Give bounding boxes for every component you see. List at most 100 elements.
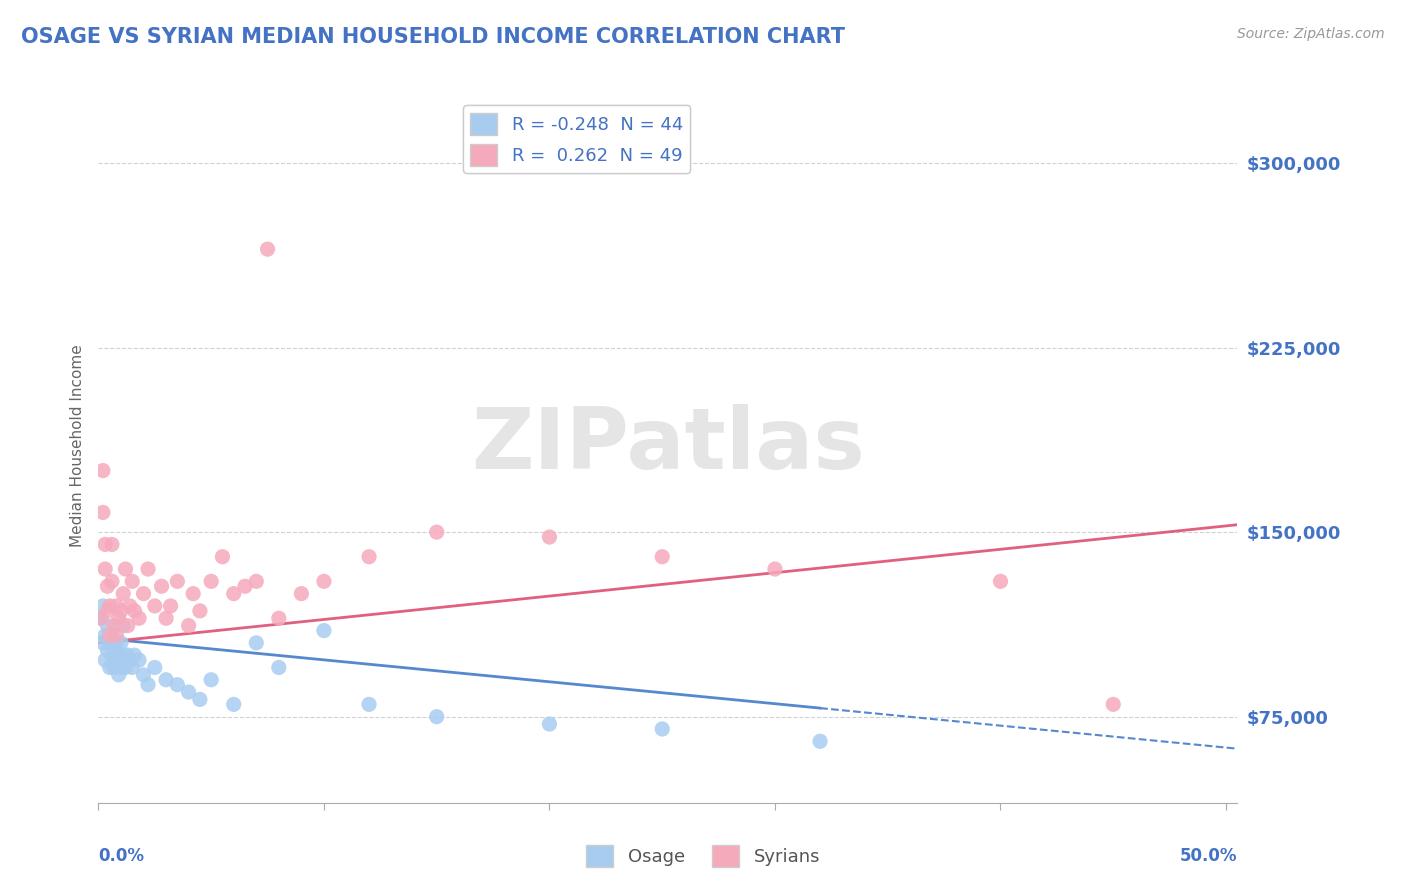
Point (101, 628, 124, 642)
Point (188, 604, 211, 618)
Text: ZIPatlas: ZIPatlas (471, 404, 865, 488)
Point (98, 636, 121, 650)
Point (112, 618, 135, 632)
Point (136, 562, 159, 576)
Point (132, 587, 155, 601)
Point (101, 537, 124, 551)
Text: 0.0%: 0.0% (98, 847, 145, 865)
Point (101, 574, 124, 589)
Point (150, 579, 173, 593)
Text: 50.0%: 50.0% (1180, 847, 1237, 865)
Point (357, 698, 380, 712)
Point (114, 562, 136, 576)
Point (118, 599, 141, 613)
Point (90, 611, 112, 625)
Point (98, 660, 121, 674)
Point (808, 734, 831, 748)
Point (91, 505, 114, 519)
Point (357, 549, 380, 564)
Point (651, 549, 673, 564)
Point (426, 709, 449, 723)
Point (538, 530, 561, 544)
Point (110, 636, 132, 650)
Point (256, 242, 278, 256)
Point (110, 660, 132, 674)
Point (96, 604, 118, 618)
Point (312, 624, 335, 638)
Point (166, 678, 188, 692)
Point (200, 574, 222, 589)
Point (211, 549, 233, 564)
Point (136, 678, 159, 692)
Point (143, 660, 166, 674)
Text: Source: ZipAtlas.com: Source: ZipAtlas.com (1237, 27, 1385, 41)
Point (143, 599, 166, 613)
Point (105, 653, 128, 667)
Point (91, 599, 114, 613)
Point (159, 599, 181, 613)
Point (181, 587, 204, 601)
Point (1102, 698, 1125, 712)
Point (124, 648, 146, 662)
Point (312, 574, 335, 589)
Point (267, 611, 290, 625)
Point (177, 618, 200, 632)
Point (105, 599, 128, 613)
Point (90, 611, 112, 625)
Point (103, 640, 125, 655)
Point (200, 673, 222, 687)
Point (107, 611, 129, 625)
Point (118, 653, 141, 667)
Point (96, 643, 118, 657)
Point (114, 660, 136, 674)
Point (96, 618, 118, 632)
Point (290, 587, 312, 601)
Legend: Osage, Syrians: Osage, Syrians (579, 838, 827, 874)
Point (105, 636, 128, 650)
Point (91, 636, 114, 650)
Legend: R = -0.248  N = 44, R =  0.262  N = 49: R = -0.248 N = 44, R = 0.262 N = 49 (463, 105, 690, 173)
Point (107, 648, 129, 662)
Point (105, 628, 128, 642)
Y-axis label: Median Household Income: Median Household Income (69, 344, 84, 548)
Point (155, 673, 177, 687)
Point (98, 628, 121, 642)
Point (121, 660, 143, 674)
Point (98, 599, 121, 613)
Point (763, 562, 786, 576)
Point (103, 618, 125, 632)
Point (222, 587, 245, 601)
Point (94, 628, 117, 642)
Point (132, 668, 155, 682)
Point (166, 574, 188, 589)
Point (94, 562, 117, 576)
Point (112, 648, 135, 662)
Point (426, 525, 449, 540)
Point (110, 604, 132, 618)
Point (651, 722, 673, 736)
Point (990, 574, 1012, 589)
Point (177, 685, 200, 699)
Point (128, 611, 150, 625)
Text: OSAGE VS SYRIAN MEDIAN HOUSEHOLD INCOME CORRELATION CHART: OSAGE VS SYRIAN MEDIAN HOUSEHOLD INCOME … (21, 27, 845, 46)
Point (107, 668, 129, 682)
Point (245, 574, 267, 589)
Point (103, 660, 125, 674)
Point (121, 574, 143, 589)
Point (94, 653, 117, 667)
Point (96, 579, 118, 593)
Point (188, 692, 211, 706)
Point (233, 579, 256, 593)
Point (538, 717, 561, 731)
Point (112, 587, 135, 601)
Point (124, 604, 146, 618)
Point (101, 648, 124, 662)
Point (117, 618, 139, 632)
Point (128, 653, 150, 667)
Point (267, 660, 290, 674)
Point (222, 698, 245, 712)
Point (94, 537, 117, 551)
Point (155, 611, 177, 625)
Point (91, 464, 114, 478)
Point (117, 648, 139, 662)
